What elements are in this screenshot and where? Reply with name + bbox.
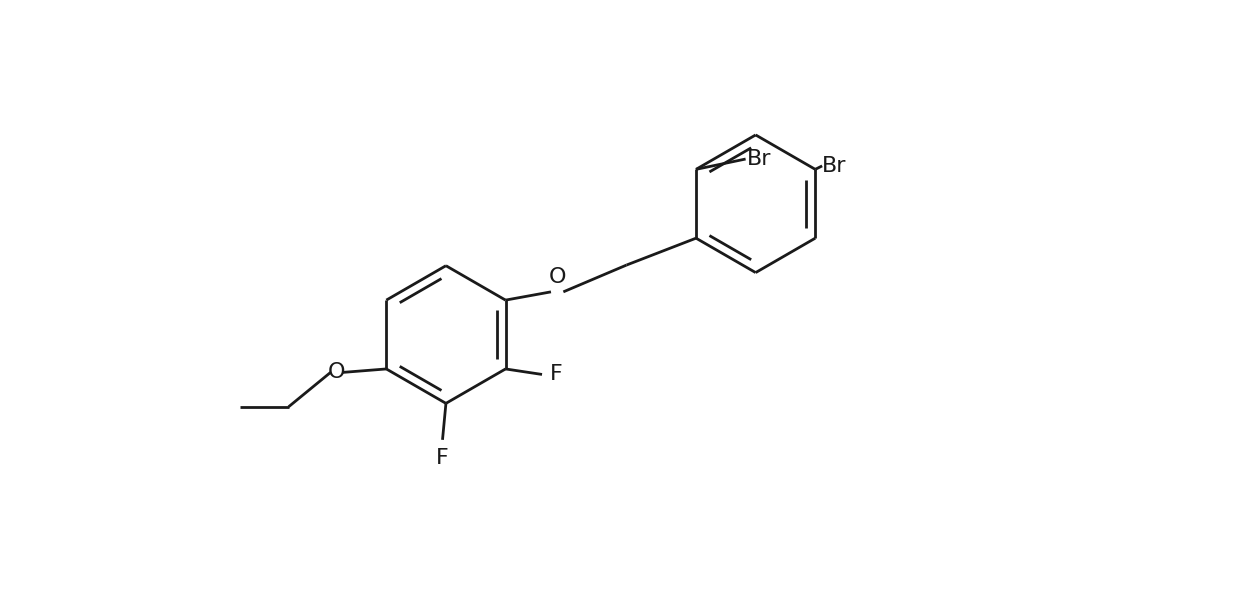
Text: F: F	[436, 448, 449, 468]
Text: O: O	[328, 362, 346, 383]
Text: Br: Br	[747, 149, 771, 169]
Text: O: O	[549, 267, 566, 287]
Text: Br: Br	[822, 156, 847, 176]
Text: F: F	[550, 365, 564, 384]
